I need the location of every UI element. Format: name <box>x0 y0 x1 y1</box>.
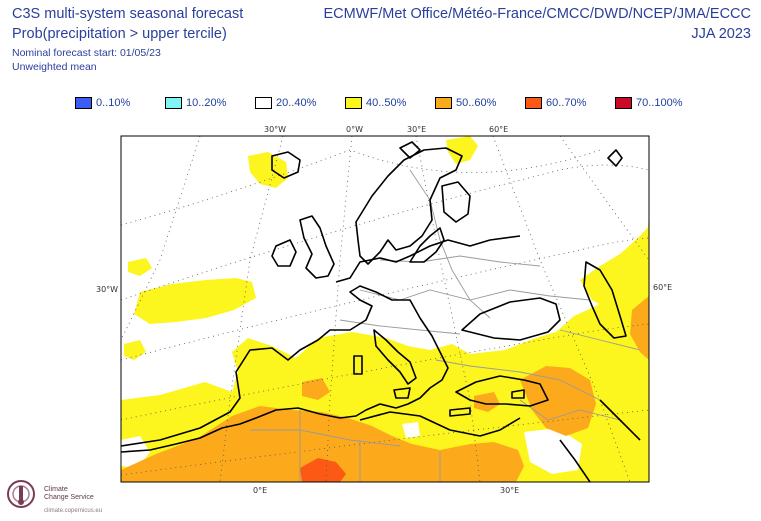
lon-label-top-60e: 60°E <box>489 125 509 134</box>
season-label: JJA 2023 <box>691 26 751 42</box>
yellow-region-east <box>580 226 649 310</box>
graticule-line <box>121 149 601 226</box>
red-orange-regions <box>300 458 346 482</box>
legend-item: 70..100% <box>615 95 705 111</box>
map-subtitle: Prob(precipitation > upper tercile) <box>12 26 227 42</box>
white-pocket-southwest <box>121 436 150 468</box>
coastline-crete <box>449 407 471 417</box>
copernicus-logo-icon <box>7 480 35 508</box>
legend-label: 20..40% <box>276 97 317 109</box>
country-border <box>435 359 601 401</box>
legend-label: 40..50% <box>366 97 407 109</box>
graticule-line <box>121 164 649 301</box>
coastline-scandinavia <box>355 147 463 265</box>
legend-swatch <box>165 97 182 109</box>
coastline-svalbard <box>399 141 421 159</box>
country-border <box>409 169 491 319</box>
legend-swatch <box>255 97 272 109</box>
legend-item: 20..40% <box>255 95 345 111</box>
white-pocket-sahara <box>524 428 582 474</box>
legend-item: 10..20% <box>165 95 255 111</box>
legend-swatch <box>75 97 92 109</box>
legend-swatch <box>615 97 632 109</box>
coastline-iceland <box>271 151 301 179</box>
legend-item: 60..70% <box>525 95 615 111</box>
weighting-text: Unweighted mean <box>12 61 97 73</box>
legend-item: 50..60% <box>435 95 525 111</box>
orange-region-italy <box>474 392 500 412</box>
coastline-novaya-zemlya <box>607 149 623 167</box>
coastline-anatolia <box>455 375 549 407</box>
lon-label-left: 30°W <box>96 285 119 294</box>
yellow-region-small-atlantic <box>128 258 152 276</box>
legend-item: 0..10% <box>75 95 165 111</box>
coastline-ireland <box>271 239 297 267</box>
coastline-red-sea <box>559 439 591 482</box>
map-title: C3S multi-system seasonal forecast <box>12 6 244 22</box>
legend: 0..10% 10..20% 20..40% 40..50% 50..60% 6… <box>75 95 715 111</box>
country-border <box>519 399 621 421</box>
legend-swatch <box>435 97 452 109</box>
map-frame <box>120 135 650 483</box>
coastline-baltic <box>409 227 445 263</box>
red-orange-region-north-africa <box>300 458 346 482</box>
coastline-british-isles <box>299 215 335 279</box>
legend-swatch <box>525 97 542 109</box>
lon-label-bottom-0: 0°E <box>253 486 268 495</box>
white-pocket-mediterranean <box>402 422 420 438</box>
coastline-italy <box>373 329 417 385</box>
logo-text-line2: Change Service <box>44 494 94 501</box>
legend-label: 60..70% <box>546 97 587 109</box>
coastline-north-africa <box>359 411 521 437</box>
coastline-cyprus <box>511 389 525 399</box>
forecast-start-text: Nominal forecast start: 01/05/23 <box>12 47 161 59</box>
graticule-line <box>325 136 353 482</box>
coastline-sardinia <box>353 355 363 375</box>
coastline-europe-north <box>335 235 521 283</box>
lon-label-right: 60°E <box>653 283 673 292</box>
yellow-region-atlantic <box>134 278 256 324</box>
orange-region-north-africa <box>121 406 524 482</box>
logo-text: Climate Change Service <box>44 486 94 502</box>
legend-label: 70..100% <box>636 97 683 109</box>
yellow-region-north <box>446 136 478 164</box>
graticule-line <box>121 136 201 341</box>
coastline-mediterranean <box>121 285 449 453</box>
centres-title: ECMWF/Met Office/Météo-France/CMCC/DWD/N… <box>323 6 751 22</box>
map-layers <box>121 136 649 482</box>
coastline-persian-gulf <box>599 399 641 441</box>
white-pockets <box>121 422 582 474</box>
orange-region-spain <box>302 378 330 400</box>
coastline-finland <box>441 181 471 223</box>
country-border <box>559 329 641 351</box>
legend-label: 50..60% <box>456 97 497 109</box>
coastline-caspian <box>583 261 627 339</box>
graticule <box>121 136 649 482</box>
country-border <box>379 255 541 267</box>
coastlines <box>121 141 641 482</box>
lon-label-bottom-30e: 30°E <box>500 486 520 495</box>
orange-region-east-edge <box>630 296 649 360</box>
coastline-black-sea <box>461 297 561 341</box>
logo-url: climate.copernicus.eu <box>44 508 103 514</box>
legend-item: 40..50% <box>345 95 435 111</box>
lon-label-top-30w: 30°W <box>264 125 287 134</box>
legend-swatch <box>345 97 362 109</box>
legend-label: 10..20% <box>186 97 227 109</box>
graticule-line <box>415 136 481 482</box>
legend-label: 0..10% <box>96 97 131 109</box>
yellow-region-iceland <box>248 152 288 188</box>
lon-label-top-30e: 30°E <box>407 125 427 134</box>
logo-text-line1: Climate <box>44 486 68 493</box>
coastline-sicily <box>393 387 411 399</box>
lon-label-top-0: 0°W <box>346 125 363 134</box>
country-border <box>250 429 401 447</box>
